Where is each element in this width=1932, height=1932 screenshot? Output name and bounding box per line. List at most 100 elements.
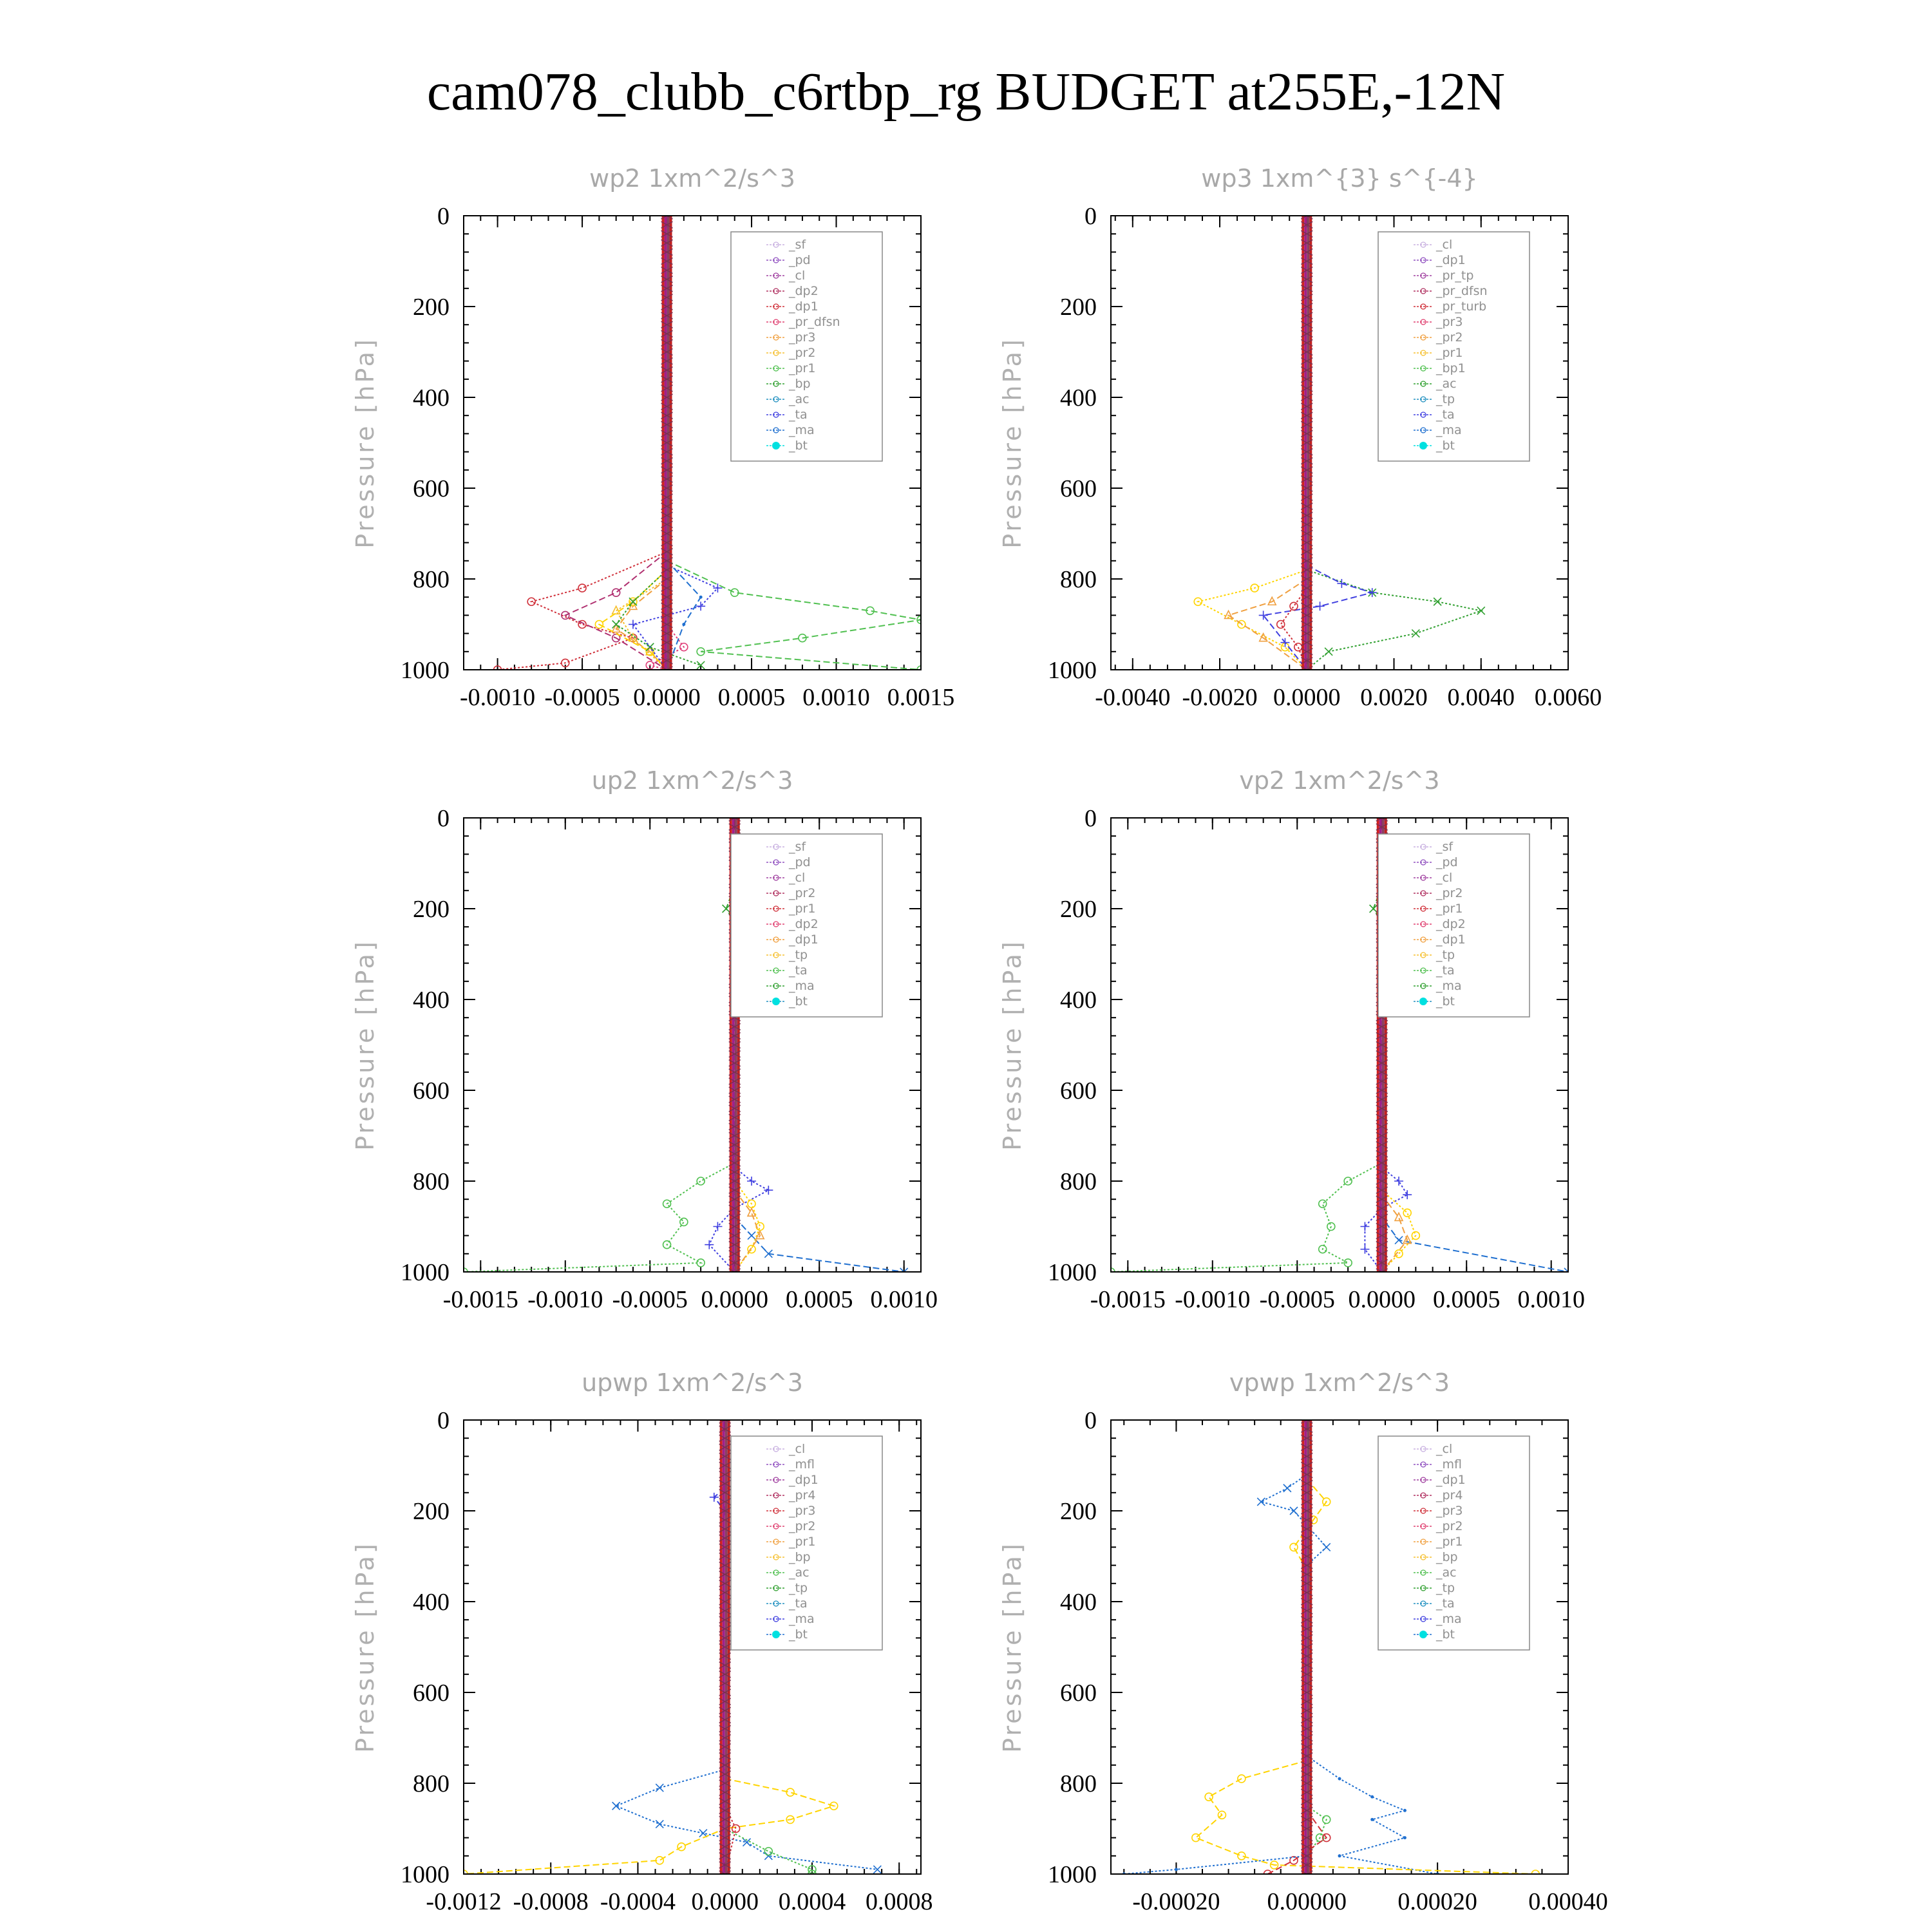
x-tick-label: -0.0015 [1090,1286,1166,1313]
y-tick-label: 800 [1060,1770,1097,1797]
zero-profile-marker [661,216,673,220]
zero-profile-marker [1300,1870,1313,1874]
zero-profile-marker [719,1743,732,1751]
legend-marker [1419,442,1427,450]
zero-profile-marker [1376,1268,1388,1272]
y-tick-label: 1000 [401,1259,450,1286]
legend-label: _bt [1435,1627,1455,1642]
legend-marker [773,257,779,263]
series-point-pr2 [746,1207,757,1217]
zero-profile-marker [1300,230,1313,238]
series-point-tp [1289,1506,1298,1515]
x-tick-label: -0.0010 [527,1286,603,1313]
panel-title: up2 1xm^2/s^3 [592,766,793,795]
legend-label: _pr_dfsn [788,315,840,329]
zero-profile-marker [1300,1779,1313,1787]
zero-profile-marker [661,412,673,419]
zero-profile-marker [1300,1770,1313,1778]
zero-profile-marker [1300,276,1313,283]
series-point-ma [1338,1854,1341,1858]
zero-profile-marker [728,1204,741,1212]
zero-profile-marker [1300,475,1313,483]
zero-profile-marker [728,1186,741,1194]
zero-profile-marker [661,230,673,238]
series-point-ta [628,620,638,629]
zero-profile-marker [1300,1534,1313,1542]
zero-profile-marker [728,1195,741,1203]
series-point-tp [764,1249,773,1258]
zero-profile-marker [1300,412,1313,419]
series-point-dp2 [1369,904,1378,913]
zero-profile-marker [719,1607,732,1615]
legend-label: _ma [1435,979,1462,993]
zero-profile-marker [1300,602,1313,610]
legend-label: _bp [788,1550,811,1564]
x-tick-label: -0.0015 [443,1286,518,1313]
panel-title: wp2 1xm^2/s^3 [589,164,795,193]
legend-box [730,231,883,462]
x-tick-label: -0.0005 [544,684,620,711]
zero-profile-marker [1300,1434,1313,1442]
zero-profile-marker [719,1616,732,1624]
zero-profile-marker [719,1843,732,1851]
zero-profile-marker [1300,1580,1313,1587]
zero-profile-marker [1300,248,1313,256]
y-tick-label: 0 [1084,203,1097,230]
legend-label: _pd [1435,855,1458,869]
legend: _sf_pd _cl_dp2_dp1_pr_dfsn_pr3_pr2_pr1 _bp… [730,231,883,462]
zero-profile-marker [728,1068,741,1076]
legend-label: _cl [1435,238,1452,252]
y-tick-label: 200 [1060,896,1097,923]
y-tick-label: 600 [413,1077,450,1104]
y-tick-label: 600 [413,475,450,502]
series-point-pr3 [611,623,621,633]
series-point-ma [699,595,703,599]
zero-profile-marker [1300,1498,1313,1506]
legend-marker [1420,350,1426,356]
series-point-pr2 [611,605,621,615]
legend-marker [773,859,779,866]
y-axis-label: Pressure [hPa] [351,939,379,1151]
zero-profile-marker [719,1725,732,1733]
y-axis-label: Pressure [hPa] [351,1541,379,1753]
zero-profile-marker [1300,1461,1313,1470]
legend-marker [1420,381,1426,387]
y-tick-label: 1000 [401,1861,450,1888]
legend: _sf_pd _cl_pr2 _pr1_dp2 _dp1_tp_ta_ma_bt [730,833,883,1018]
legend-marker [1420,890,1426,896]
y-tick-label: 400 [1060,987,1097,1014]
zero-profile-marker [661,248,673,256]
zero-profile-marker [1300,1470,1313,1479]
y-tick-label: 1000 [1048,657,1097,684]
series-point-pr2 [1191,1833,1200,1842]
legend-marker [1420,412,1426,418]
series-point-pr2 [1531,1870,1540,1874]
zero-profile-marker [719,1643,732,1651]
series-line-dp1 [464,1162,735,1272]
zero-profile-marker [661,584,673,592]
x-tick-label: 0.0005 [718,684,786,711]
series-point-ta [1360,1244,1370,1254]
series-point-pr_dfsn [645,661,655,670]
legend-box [1378,231,1530,462]
zero-profile-marker [1376,1077,1388,1085]
y-tick-label: 800 [1060,566,1097,593]
series-point-pr2 [1204,1792,1213,1801]
series-point-dp1 [1318,1199,1327,1209]
y-axis-label: Pressure [hPa] [998,337,1027,549]
legend-label: _pr4 [1435,1488,1463,1502]
zero-profile-marker [1300,466,1313,474]
zero-profile-marker [728,1213,741,1222]
legend-label: _mfl [1435,1457,1462,1472]
x-tick-label: 0.0060 [1535,684,1602,711]
series-point-pr1 [747,1244,756,1254]
x-tick-label: 0.0020 [1360,684,1428,711]
series-point-ta [1403,1190,1412,1200]
series-point-pr1 [655,1856,665,1865]
x-tick-label: 0.0010 [1517,1286,1585,1313]
zero-profile-marker [1300,348,1313,356]
series-point-tp [747,1231,756,1240]
legend-marker [1420,1569,1426,1576]
zero-profile-marker [719,1420,732,1424]
